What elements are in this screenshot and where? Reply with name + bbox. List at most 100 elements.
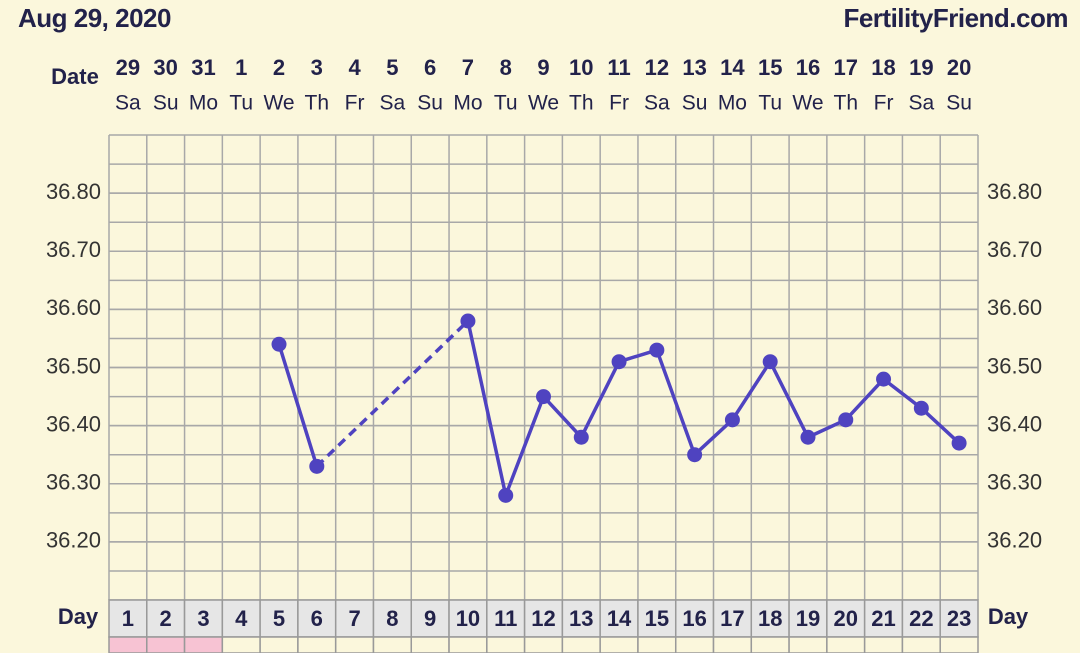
- x-tick-label: 4: [235, 606, 248, 631]
- weekday: Mo: [718, 92, 747, 115]
- cm-cell: [410, 636, 450, 653]
- day-cell: [486, 599, 526, 638]
- gap-connector: [315, 319, 470, 468]
- date: 17: [834, 55, 858, 80]
- y-tick-label: 36.30: [46, 470, 101, 495]
- temperature-point: [309, 458, 325, 474]
- date: 16: [796, 55, 820, 80]
- temperature-point: [498, 487, 514, 503]
- date: 29: [116, 55, 140, 80]
- site-name: FertilityFriend.com: [843, 3, 1068, 33]
- temperature-point: [649, 342, 665, 358]
- x-tick-label: 5: [273, 606, 285, 631]
- date: 4: [348, 55, 361, 80]
- date: 19: [909, 55, 933, 80]
- y-tick-label: 36.80: [46, 179, 101, 204]
- weekday: Tu: [494, 92, 518, 115]
- weekday: Su: [682, 92, 708, 115]
- date: 31: [191, 55, 215, 80]
- day-label: Day: [988, 604, 1029, 629]
- cm-cell: [297, 636, 337, 653]
- day-cell: [108, 599, 148, 638]
- weekday: Fr: [609, 92, 629, 115]
- x-tick-label: 1: [122, 606, 134, 631]
- date: 13: [682, 55, 706, 80]
- date: 20: [947, 55, 971, 80]
- weekday: We: [792, 92, 823, 115]
- date: 12: [645, 55, 669, 80]
- cm-cell: [788, 636, 828, 653]
- x-tick-label: 17: [720, 606, 744, 631]
- date: 30: [153, 55, 177, 80]
- y-tick-label-right: 36.70: [987, 237, 1042, 262]
- date: 8: [500, 55, 512, 80]
- weekday: Sa: [380, 92, 406, 115]
- x-tick-label: 3: [197, 606, 209, 631]
- cm-cell: [561, 636, 601, 653]
- cm-cell: [259, 636, 299, 653]
- cm-cell: [901, 636, 941, 653]
- temperature-point: [913, 400, 929, 416]
- y-tick-label: 36.20: [46, 528, 101, 553]
- weekday: Th: [305, 92, 330, 115]
- cm-cell: [712, 636, 753, 653]
- y-tick-label-right: 36.50: [987, 353, 1042, 378]
- day-cell: [712, 599, 753, 638]
- y-tick-label: 36.50: [46, 353, 101, 378]
- date: 2: [273, 55, 285, 80]
- y-tick-label-right: 36.60: [987, 295, 1042, 320]
- cm-cell: [146, 636, 186, 653]
- x-tick-label: 16: [682, 606, 706, 631]
- chart-date: Aug 29, 2020: [18, 3, 171, 33]
- cm-cell: [372, 636, 413, 653]
- weekday: Su: [946, 92, 972, 115]
- temperature-point: [951, 435, 967, 451]
- x-tick-label: 7: [348, 606, 360, 631]
- temperature-point: [724, 412, 740, 428]
- cm-cell: [637, 636, 677, 653]
- date: 11: [607, 55, 630, 80]
- cm-cell: [674, 636, 715, 653]
- cm-cell: [599, 636, 639, 653]
- x-tick-label: 9: [424, 606, 436, 631]
- x-tick-label: 23: [947, 606, 971, 631]
- date-label: Date: [51, 64, 99, 89]
- temperature-point: [687, 447, 703, 463]
- x-tick-label: 13: [569, 606, 593, 631]
- y-tick-label-right: 36.20: [987, 528, 1042, 553]
- weekday: Fr: [874, 92, 894, 115]
- weekday: Su: [417, 92, 443, 115]
- date: 18: [871, 55, 895, 80]
- cm-cell: [523, 636, 564, 653]
- cm-cell: [863, 636, 904, 653]
- weekday: Su: [153, 92, 179, 115]
- weekday: Mo: [189, 92, 218, 115]
- x-tick-label: 14: [607, 606, 632, 631]
- cm-cell: [750, 636, 790, 653]
- temperature-point: [460, 313, 476, 329]
- x-tick-label: 11: [494, 606, 517, 631]
- x-tick-label: 2: [160, 606, 172, 631]
- date: 14: [720, 55, 745, 80]
- cm-cell: [334, 636, 375, 653]
- temperature-point: [573, 429, 589, 445]
- y-tick-label-right: 36.40: [987, 411, 1042, 436]
- y-tick-label-right: 36.30: [987, 470, 1042, 495]
- cm-cell: [448, 636, 488, 653]
- weekday: Sa: [908, 92, 934, 115]
- y-tick-label: 36.60: [46, 295, 101, 320]
- weekday: We: [263, 92, 294, 115]
- cm-cell: [183, 636, 224, 653]
- temperature-point: [611, 354, 627, 370]
- temperature-point: [876, 371, 892, 387]
- y-tick-label-right: 36.80: [987, 179, 1042, 204]
- cm-cell: [826, 636, 866, 653]
- weekday: Sa: [644, 92, 670, 115]
- x-tick-label: 21: [871, 606, 895, 631]
- day-cell: [334, 599, 375, 638]
- day-cell: [750, 599, 790, 638]
- weekday: Sa: [115, 92, 141, 115]
- weekday: Fr: [345, 92, 365, 115]
